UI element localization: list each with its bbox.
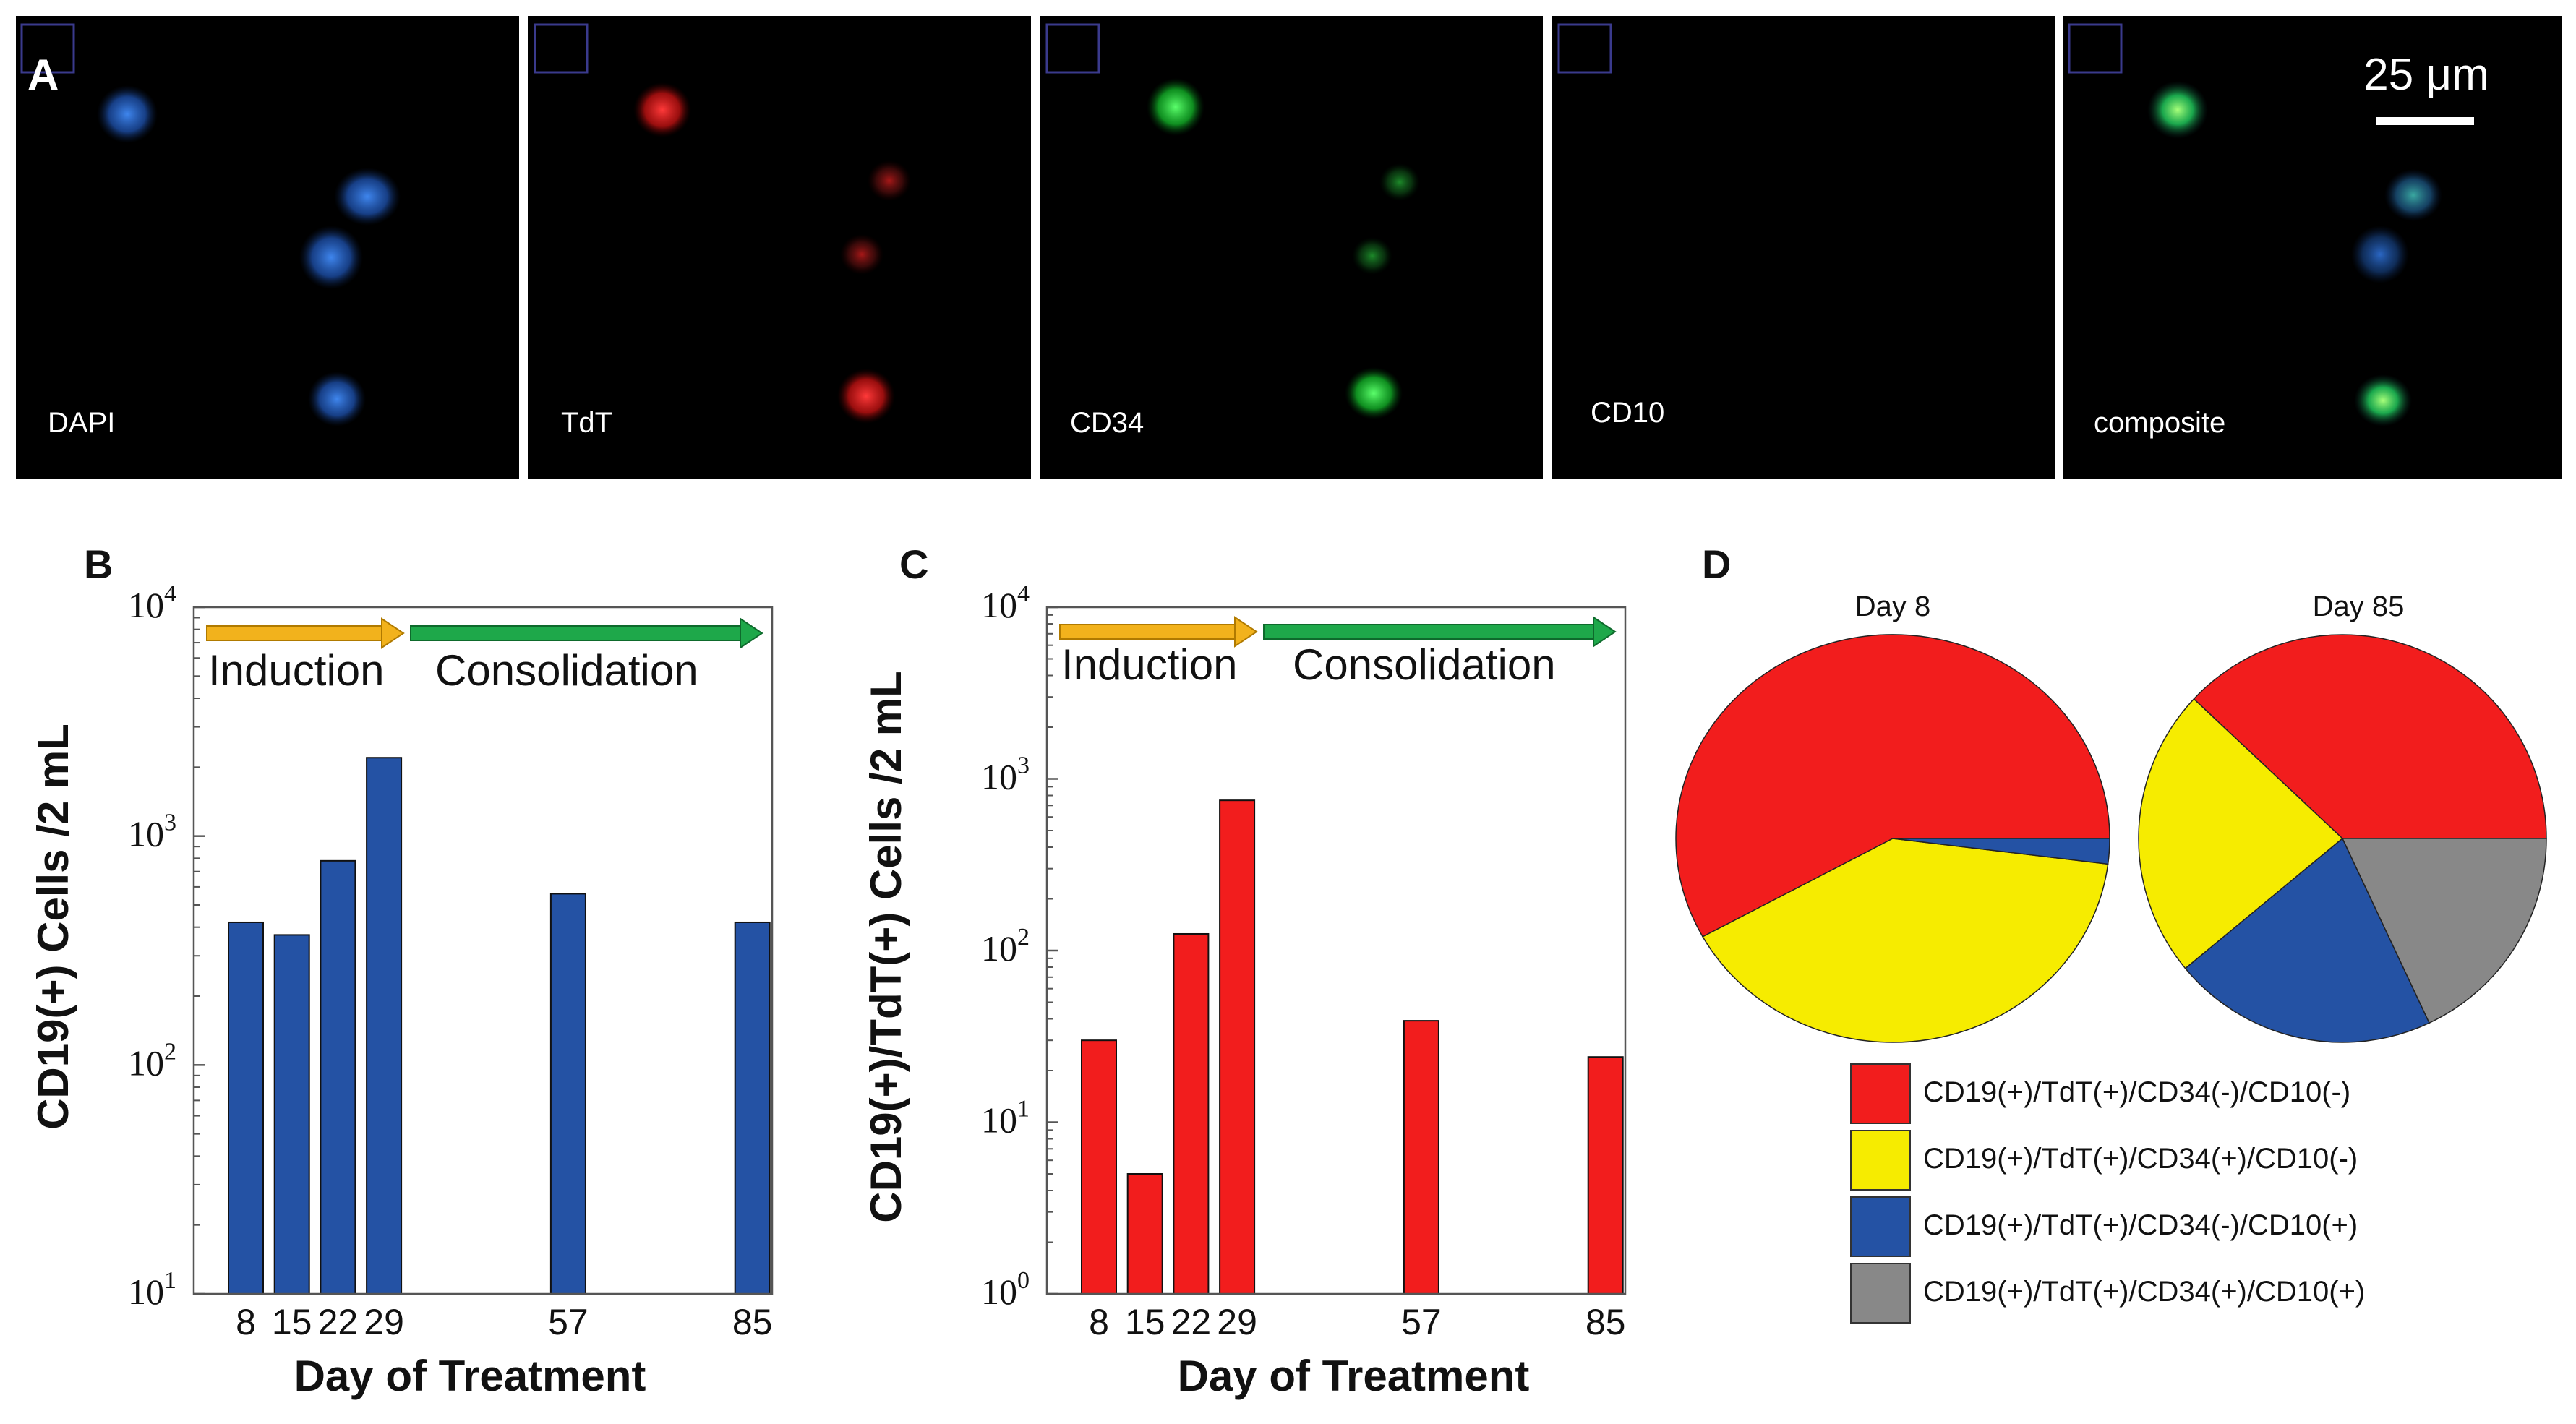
chart-c: C 100 101 102 103 104 8 15 22 29 57 85 Induction … — [862, 541, 1627, 1400]
chart-d: D Day 8 Day 85 CD19(+)/TdT(+)/CD34(-)/CD… — [1675, 541, 2547, 1324]
pie-slice — [2138, 698, 2344, 969]
legend-swatch-0 — [1850, 1063, 1911, 1124]
chart-c-induction-label: Induction — [1061, 640, 1238, 689]
chart-b-frame — [192, 606, 774, 1295]
chart-c-ytick-label: 103 — [981, 752, 1030, 797]
chart-b-induction-label: Induction — [208, 646, 385, 695]
chart-b-ytick-label: 103 — [128, 810, 176, 854]
micrograph-cd10: CD10 — [1552, 16, 2055, 479]
chart-b: B 101 102 103 104 8 15 22 29 57 85 Induction Con… — [29, 541, 774, 1400]
chart-c-xtick-label: 15 — [1125, 1302, 1165, 1342]
legend-label-2: CD19(+)/TdT(+)/CD34(-)/CD10(+) — [1923, 1209, 2358, 1241]
chart-b-xtick-label: 15 — [272, 1302, 312, 1342]
legend-label-1: CD19(+)/TdT(+)/CD34(+)/CD10(-) — [1923, 1143, 2358, 1175]
chart-b-xtick-label: 57 — [548, 1302, 589, 1342]
chart-c-xtick-label: 57 — [1401, 1302, 1442, 1342]
micrograph-label-dapi: DAPI — [48, 407, 115, 439]
chart-c-xtick-label: 8 — [1089, 1302, 1109, 1342]
chart-b-bar — [320, 859, 356, 1295]
micrograph-cd34: CD34 — [1040, 16, 1543, 479]
chart-b-xlabel: Day of Treatment — [294, 1352, 646, 1400]
chart-c-bar — [1081, 1039, 1117, 1295]
legend-label-0: CD19(+)/TdT(+)/CD34(-)/CD10(-) — [1923, 1076, 2350, 1108]
pie-title-day8: Day 8 — [1855, 591, 1931, 622]
micrograph-tdt: TdT — [528, 16, 1031, 479]
pie-day8 — [1675, 634, 2110, 1043]
chart-b-xtick-label: 29 — [364, 1302, 404, 1342]
pie-slice — [1892, 838, 2110, 865]
chart-c-bar — [1403, 1020, 1439, 1295]
chart-c-consolidation-label: Consolidation — [1293, 640, 1556, 689]
chart-b-bar — [734, 921, 771, 1295]
chart-c-bar — [1173, 932, 1210, 1295]
chart-b-xticks: 8 15 22 29 57 85 — [236, 1302, 772, 1342]
micrograph-label-cd10: CD10 — [1591, 397, 1664, 429]
chart-b-xtick-label: 22 — [318, 1302, 359, 1342]
chart-c-xtick-label: 85 — [1586, 1302, 1626, 1342]
micrograph-dapi: A DAPI — [16, 16, 519, 479]
legend-swatch-1 — [1850, 1130, 1911, 1191]
legend-swatch-3 — [1850, 1263, 1911, 1324]
chart-c-bar — [1587, 1056, 1624, 1295]
panel-a: A DAPI TdT CD34 CD10 — [16, 16, 2562, 479]
chart-c-phase-arrows: Induction Consolidation — [1059, 616, 1617, 689]
chart-b-xtick-label: 85 — [732, 1302, 773, 1342]
chart-c-xtick-label: 22 — [1171, 1302, 1212, 1342]
micrograph-composite: composite 25 μm — [2063, 16, 2562, 479]
chart-b-bar — [366, 757, 403, 1295]
chart-c-xlabel: Day of Treatment — [1178, 1352, 1530, 1400]
chart-c-ylabel: CD19(+)/TdT(+) Cells /2 mL — [862, 671, 910, 1222]
chart-b-bar — [273, 934, 310, 1295]
chart-b-bars — [228, 757, 771, 1295]
chart-b-ytick-label: 104 — [128, 580, 176, 625]
legend-swatch-2 — [1850, 1196, 1911, 1257]
chart-b-bar — [549, 893, 586, 1295]
chart-c-ytick-label: 101 — [981, 1096, 1030, 1141]
chart-c-ytick-label: 104 — [981, 580, 1030, 625]
panel-d-label: D — [1702, 541, 1731, 587]
pie-slice — [2341, 838, 2547, 1024]
legend-label-3: CD19(+)/TdT(+)/CD34(+)/CD10(+) — [1923, 1276, 2365, 1308]
pie-slice — [1675, 634, 2110, 938]
micrograph-label-tdt: TdT — [561, 407, 612, 439]
chart-c-ytick-label: 102 — [981, 924, 1030, 969]
chart-c-ytick-label: 100 — [981, 1267, 1030, 1312]
pie-title-day85: Day 85 — [2313, 591, 2405, 622]
panel-c-label: C — [899, 541, 928, 587]
scale-bar — [2376, 117, 2474, 125]
pie-slice — [2184, 837, 2431, 1043]
chart-c-yticks: 100 101 102 103 104 — [981, 580, 1058, 1312]
pie-slice — [1702, 838, 2109, 1043]
pie-legend: CD19(+)/TdT(+)/CD34(-)/CD10(-) CD19(+)/T… — [1850, 1063, 2365, 1324]
micrograph-label-composite: composite — [2094, 407, 2225, 439]
pie-slice — [2193, 634, 2547, 839]
chart-b-bar — [228, 921, 264, 1295]
pie-day85 — [2138, 634, 2547, 1043]
chart-b-yticks: 101 102 103 104 — [128, 580, 205, 1312]
panel-b-label: B — [84, 541, 113, 587]
chart-b-ytick-label: 101 — [128, 1267, 176, 1312]
chart-b-phase-arrows: Induction Consolidation — [206, 617, 763, 695]
panel-a-label: A — [27, 51, 59, 99]
chart-c-bar — [1219, 799, 1256, 1295]
chart-b-consolidation-label: Consolidation — [435, 646, 698, 695]
chart-b-ytick-label: 102 — [128, 1038, 176, 1083]
chart-c-xtick-label: 29 — [1217, 1302, 1257, 1342]
micrograph-label-cd34: CD34 — [1070, 407, 1144, 439]
chart-b-xtick-label: 8 — [236, 1302, 256, 1342]
chart-b-ylabel: CD19(+) Cells /2 mL — [29, 724, 77, 1130]
chart-c-bars — [1081, 799, 1624, 1295]
chart-c-bar — [1126, 1172, 1163, 1295]
scale-bar-label: 25 μm — [2363, 50, 2489, 100]
chart-c-xticks: 8 15 22 29 57 85 — [1089, 1302, 1625, 1342]
